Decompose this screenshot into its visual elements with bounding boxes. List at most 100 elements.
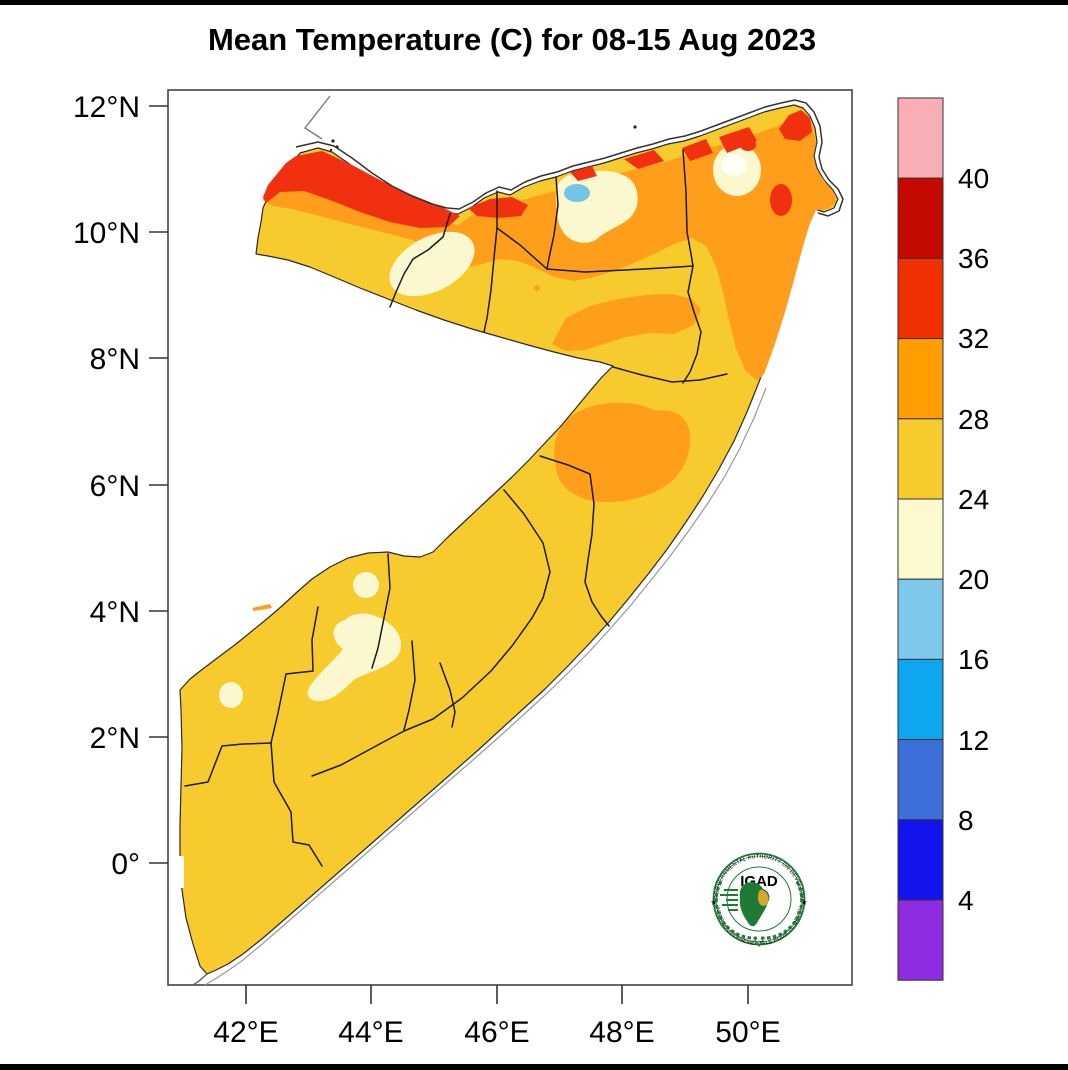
southeast-offshore-line bbox=[204, 387, 767, 986]
coast-red-segment bbox=[624, 150, 664, 169]
x-axis bbox=[245, 985, 749, 1004]
colorbar: 40 36 32 28 24 20 16 12 8 4 bbox=[897, 97, 989, 981]
y-tick-label: 4°N bbox=[90, 596, 140, 629]
sool-strip-orange bbox=[552, 294, 701, 351]
laurel-wreath-icon bbox=[714, 879, 804, 940]
island-dot bbox=[329, 148, 333, 152]
x-tick-label: 46°E bbox=[464, 1016, 529, 1049]
admin-boundaries bbox=[184, 149, 728, 867]
gedo-cream-patch bbox=[219, 682, 243, 708]
luuq-orange-sliver bbox=[252, 604, 272, 611]
north-coast-and-horn-orange bbox=[262, 114, 836, 381]
top-border-bar bbox=[0, 0, 1068, 5]
bari-white-core bbox=[721, 154, 747, 176]
speed-line bbox=[720, 894, 738, 896]
igad-star-right-icon: ★ bbox=[800, 898, 807, 907]
northeast-tip-red bbox=[779, 110, 812, 141]
small-cream-circle bbox=[353, 572, 379, 598]
colorbar-label: 24 bbox=[958, 484, 989, 515]
coast-red-segment bbox=[682, 139, 713, 161]
laurel-left bbox=[714, 879, 758, 940]
colorbar-label: 28 bbox=[958, 404, 989, 435]
region-border bbox=[389, 213, 451, 308]
cool-20-24-patches bbox=[219, 144, 761, 708]
y-tick-label: 6°N bbox=[90, 470, 140, 503]
djibouti-border-line bbox=[303, 95, 331, 140]
colorbar-segment bbox=[897, 97, 944, 179]
warm-28-32-patches bbox=[252, 114, 836, 611]
colorbar-label: 20 bbox=[958, 564, 989, 595]
east-horn-red-blob bbox=[770, 184, 792, 216]
colorbar-segment bbox=[897, 739, 944, 821]
central-mudug-orange-blob bbox=[554, 402, 691, 503]
cool-blue-spot bbox=[564, 184, 590, 202]
colorbar-labels: 40 36 32 28 24 20 16 12 8 4 bbox=[958, 163, 989, 916]
colorbar-segment bbox=[897, 658, 944, 741]
plot-frame bbox=[167, 89, 853, 986]
island-dot bbox=[633, 125, 637, 129]
laurel-right bbox=[760, 879, 804, 940]
y-tick-label: 10°N bbox=[73, 217, 140, 250]
hargeisa-cream-patch bbox=[389, 231, 475, 297]
region-border bbox=[403, 640, 416, 731]
region-border bbox=[270, 742, 323, 867]
igad-region-highlight bbox=[758, 889, 769, 907]
colorbar-label: 40 bbox=[958, 163, 989, 194]
igad-star-left-icon: ★ bbox=[710, 898, 717, 907]
colorbar-segment bbox=[897, 257, 944, 340]
region-border bbox=[682, 149, 694, 267]
colorbar-segment bbox=[897, 899, 944, 981]
region-border bbox=[546, 176, 559, 270]
y-tick-label: 0° bbox=[111, 848, 140, 881]
y-axis-labels: 12°N 10°N 8°N 6°N 4°N 2°N 0° bbox=[73, 91, 140, 881]
speed-line bbox=[724, 889, 738, 891]
y-tick-label: 2°N bbox=[90, 722, 140, 755]
x-tick-label: 42°E bbox=[213, 1016, 278, 1049]
region-border bbox=[184, 742, 272, 787]
x-tick-label: 50°E bbox=[715, 1016, 780, 1049]
region-border bbox=[682, 265, 702, 384]
x-tick-label: 44°E bbox=[338, 1016, 403, 1049]
wreath-tie bbox=[754, 939, 764, 948]
colorbar-label: 32 bbox=[958, 323, 989, 354]
speed-line bbox=[728, 909, 738, 911]
colorbar-segment bbox=[897, 498, 944, 580]
region-border bbox=[539, 455, 610, 627]
colorbar-label: 16 bbox=[958, 644, 989, 675]
colorbar-label: 8 bbox=[958, 805, 974, 836]
region-border bbox=[439, 662, 456, 728]
y-axis bbox=[149, 105, 168, 864]
awdal-red-band bbox=[263, 151, 460, 228]
region-border bbox=[371, 553, 391, 669]
colorbar-segment bbox=[897, 578, 944, 660]
region-border bbox=[503, 489, 551, 619]
coast-red-segment bbox=[570, 166, 597, 181]
x-tick-label: 48°E bbox=[589, 1016, 654, 1049]
coast-red-segment bbox=[719, 127, 757, 153]
x-axis-labels: 42°E 44°E 46°E 48°E 50°E bbox=[213, 1016, 780, 1049]
colorbar-segment bbox=[897, 819, 944, 901]
region-border bbox=[311, 617, 533, 777]
colorbar-label: 4 bbox=[958, 885, 974, 916]
small-orange-dot bbox=[534, 285, 540, 291]
bottom-border-bar bbox=[0, 1064, 1068, 1070]
south-bay-cream bbox=[307, 613, 402, 702]
hot-32-36-patches bbox=[263, 110, 812, 228]
colorbar-segment bbox=[897, 177, 944, 259]
y-tick-label: 8°N bbox=[90, 343, 140, 376]
chart-title: Mean Temperature (C) for 08-15 Aug 2023 bbox=[208, 22, 816, 57]
island-dot bbox=[331, 139, 335, 143]
igad-africa-icon bbox=[720, 882, 770, 927]
sanaag-red-dot bbox=[740, 139, 756, 151]
region-border bbox=[496, 227, 694, 273]
speed-line bbox=[722, 904, 738, 906]
region-border bbox=[612, 366, 728, 383]
coast-red-segment bbox=[468, 197, 528, 218]
region-border bbox=[483, 190, 498, 333]
colorbar-segment bbox=[897, 338, 944, 420]
colorbar-label: 12 bbox=[958, 725, 989, 756]
speed-line bbox=[726, 899, 738, 901]
region-border bbox=[270, 606, 319, 744]
